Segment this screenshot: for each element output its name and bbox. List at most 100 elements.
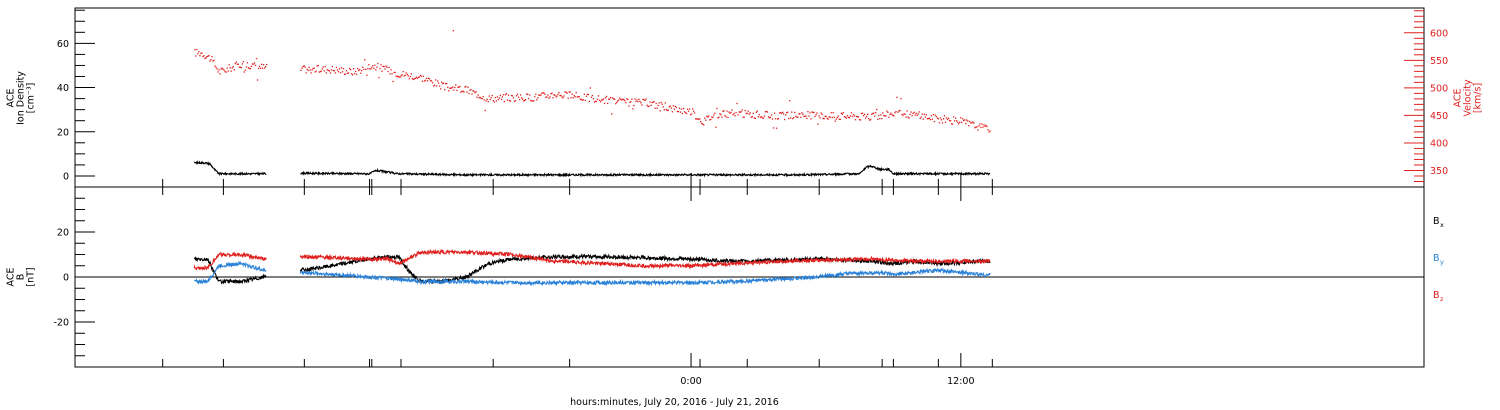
velocity-point <box>375 69 377 71</box>
velocity-point <box>504 94 507 96</box>
velocity-point <box>668 106 670 108</box>
velocity-point <box>319 71 321 73</box>
velocity-point <box>542 92 544 94</box>
velocity-point <box>351 74 354 76</box>
velocity-point <box>681 112 684 115</box>
velocity-point <box>446 82 448 85</box>
velocity-point <box>796 116 798 118</box>
velocity-point <box>878 114 880 117</box>
velocity-point <box>858 119 861 121</box>
velocity-point <box>328 70 331 72</box>
velocity-point <box>366 74 368 76</box>
velocity-point <box>919 117 921 120</box>
velocity-point <box>847 116 850 119</box>
velocity-point <box>508 99 511 102</box>
velocity-point <box>445 82 447 85</box>
velocity-point <box>383 65 385 68</box>
velocity-point <box>746 112 748 114</box>
velocity-point <box>409 75 411 78</box>
velocity-point <box>950 123 953 125</box>
velocity-point <box>439 85 441 87</box>
velocity-point <box>707 116 709 118</box>
velocity-point <box>925 114 927 116</box>
velocity-point <box>827 118 829 120</box>
velocity-point <box>365 68 367 71</box>
velocity-point <box>872 112 874 115</box>
velocity-point <box>720 114 722 116</box>
velocity-point <box>261 67 264 69</box>
velocity-point <box>945 117 948 119</box>
velocity-point <box>476 96 478 98</box>
velocity-point <box>436 80 439 82</box>
velocity-point <box>861 112 864 114</box>
y-axis-title-velocity-line: [km/s] <box>1473 83 1484 113</box>
velocity-point <box>888 116 890 118</box>
velocity-point <box>862 114 865 117</box>
velocity-point <box>926 118 928 120</box>
velocity-point <box>228 64 230 66</box>
velocity-point <box>481 98 483 100</box>
velocity-point <box>415 76 418 78</box>
velocity-point <box>588 100 591 102</box>
velocity-point <box>837 115 839 117</box>
velocity-point <box>320 70 322 72</box>
velocity-point <box>745 112 747 115</box>
velocity-point <box>885 115 887 117</box>
velocity-point <box>425 77 428 79</box>
velocity-point <box>811 111 813 113</box>
x-axis-title: hours:minutes, July 20, 2016 - July 21, … <box>570 397 779 408</box>
series-by <box>194 260 991 287</box>
velocity-point <box>977 129 979 131</box>
velocity-point <box>949 120 952 122</box>
velocity-point <box>679 111 682 113</box>
velocity-point <box>317 64 319 67</box>
velocity-point <box>418 76 421 78</box>
velocity-point <box>932 113 935 116</box>
velocity-point <box>457 86 459 88</box>
velocity-point <box>410 73 412 75</box>
velocity-point <box>338 68 341 70</box>
velocity-point <box>761 117 764 119</box>
velocity-point <box>846 115 849 117</box>
velocity-point <box>921 113 923 115</box>
velocity-point <box>598 99 601 101</box>
velocity-point <box>309 69 311 71</box>
velocity-point <box>807 110 809 113</box>
velocity-point <box>486 98 488 101</box>
velocity-point <box>759 116 762 118</box>
velocity-point <box>576 96 578 98</box>
velocity-point <box>248 67 251 70</box>
velocity-point <box>497 99 499 101</box>
velocity-point <box>863 113 866 115</box>
velocity-point <box>322 66 324 68</box>
velocity-point <box>551 92 553 94</box>
velocity-point <box>488 95 490 97</box>
velocity-point <box>816 112 818 114</box>
velocity-point <box>318 71 320 73</box>
velocity-point <box>334 72 337 74</box>
velocity-point <box>658 102 660 104</box>
velocity-point <box>430 80 433 82</box>
velocity-point <box>253 62 256 64</box>
velocity-point <box>683 111 686 113</box>
y-axis-title-density-line: ACE <box>6 89 17 108</box>
velocity-point <box>467 86 469 88</box>
velocity-point <box>585 95 588 97</box>
velocity-point <box>930 115 933 117</box>
velocity-point <box>710 118 712 121</box>
velocity-point <box>448 90 450 92</box>
velocity-point <box>254 64 257 67</box>
velocity-point <box>659 110 661 112</box>
velocity-point <box>468 92 470 95</box>
velocity-point <box>830 112 832 114</box>
velocity-point <box>200 52 202 55</box>
velocity-point <box>940 119 943 121</box>
velocity-point <box>380 64 382 66</box>
velocity-point <box>373 67 375 70</box>
velocity-point <box>968 125 970 127</box>
velocity-point <box>550 93 552 95</box>
velocity-point <box>244 69 247 71</box>
velocity-point <box>849 115 852 117</box>
velocity-point <box>514 100 517 102</box>
velocity-point <box>316 65 318 67</box>
